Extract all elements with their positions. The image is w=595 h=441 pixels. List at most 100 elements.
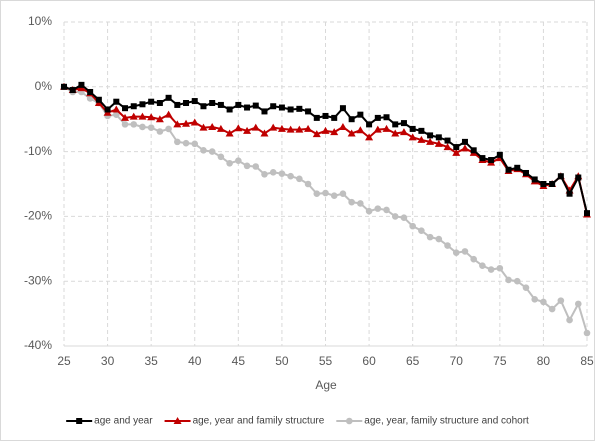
marker	[357, 111, 364, 118]
marker	[199, 123, 208, 131]
marker	[69, 87, 76, 94]
marker	[260, 129, 269, 137]
marker	[365, 133, 374, 141]
marker	[278, 104, 285, 111]
x-tick-label: 80	[537, 354, 551, 368]
marker	[514, 164, 521, 171]
y-tick-label: -10%	[24, 144, 52, 158]
marker	[566, 190, 573, 197]
marker	[330, 192, 338, 199]
marker	[348, 116, 355, 123]
marker	[400, 120, 407, 127]
marker	[269, 123, 278, 131]
marker	[391, 129, 400, 137]
legend-item: age, year, family structure and cohort	[336, 416, 529, 427]
marker	[156, 100, 163, 106]
marker	[225, 129, 234, 137]
marker	[426, 137, 435, 145]
marker	[182, 139, 190, 147]
marker	[121, 121, 129, 128]
x-tick-label: 25	[57, 354, 71, 368]
marker	[549, 181, 556, 187]
legend-label: age, year and family structure	[193, 416, 325, 427]
marker	[287, 172, 294, 180]
marker	[443, 143, 452, 151]
marker	[557, 297, 565, 304]
marker	[243, 126, 252, 134]
marker	[383, 114, 390, 121]
marker	[217, 153, 225, 161]
marker	[164, 110, 173, 118]
marker	[226, 159, 233, 167]
marker	[470, 147, 477, 154]
marker	[418, 127, 425, 134]
x-tick-label: 50	[275, 354, 289, 368]
marker	[243, 162, 251, 170]
x-tick-label: 85	[580, 354, 594, 368]
marker	[435, 235, 443, 243]
marker	[200, 103, 207, 110]
legend: age and year age, year and family structu…	[66, 416, 529, 427]
legend-item: age and year	[66, 416, 153, 427]
marker	[287, 106, 294, 113]
marker	[566, 316, 573, 324]
marker	[461, 138, 468, 145]
marker	[348, 198, 355, 206]
marker	[322, 189, 329, 197]
marker	[488, 157, 495, 164]
marker	[540, 181, 547, 187]
legend-label: age and year	[94, 416, 153, 427]
marker	[461, 248, 469, 255]
x-tick-label: 45	[232, 354, 246, 368]
marker	[296, 105, 303, 112]
marker	[575, 174, 582, 181]
marker	[479, 262, 486, 269]
legend-item: age, year and family structure	[164, 416, 325, 427]
marker	[130, 121, 138, 128]
marker	[61, 83, 67, 90]
x-axis-title: Age	[315, 378, 337, 392]
marker	[104, 106, 111, 113]
marker	[583, 329, 591, 337]
marker	[235, 101, 242, 108]
marker	[235, 157, 242, 164]
marker	[95, 96, 102, 103]
marker	[435, 134, 442, 141]
y-tick-label: -40%	[24, 338, 52, 352]
marker	[392, 121, 399, 128]
marker	[487, 266, 495, 273]
marker	[356, 126, 365, 134]
marker	[522, 169, 529, 176]
marker	[165, 125, 172, 133]
marker	[409, 125, 416, 132]
marker	[418, 227, 425, 234]
marker	[208, 148, 216, 155]
marker	[330, 128, 339, 136]
marker	[226, 106, 233, 113]
marker	[252, 102, 259, 109]
marker	[200, 147, 207, 154]
marker	[295, 125, 304, 133]
marker	[339, 105, 346, 112]
marker	[374, 114, 381, 121]
marker	[261, 170, 268, 178]
marker	[339, 190, 347, 198]
x-tick-label: 35	[144, 354, 158, 368]
marker	[453, 144, 460, 151]
marker	[505, 166, 512, 173]
y-tick-label: -30%	[24, 273, 52, 287]
marker	[130, 103, 137, 110]
marker	[584, 210, 590, 217]
marker	[434, 139, 443, 147]
marker	[139, 123, 146, 131]
marker	[452, 249, 460, 256]
marker	[261, 108, 268, 115]
marker	[296, 175, 303, 183]
marker	[278, 170, 286, 177]
marker	[121, 113, 130, 121]
marker	[244, 104, 251, 111]
marker	[365, 207, 373, 215]
x-tick-label: 75	[493, 354, 507, 368]
marker	[460, 144, 469, 152]
